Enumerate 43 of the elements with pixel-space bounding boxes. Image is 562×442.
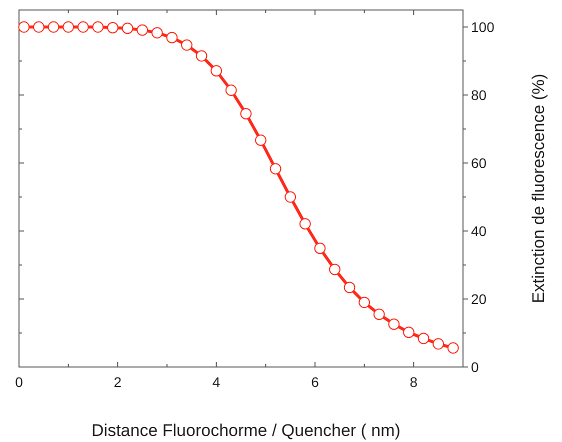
point <box>447 342 459 354</box>
y-tick-label: 60 <box>471 154 487 171</box>
point <box>210 65 222 77</box>
point <box>373 308 385 320</box>
point <box>329 264 340 276</box>
point <box>225 84 237 96</box>
point <box>344 282 356 294</box>
y-axis-title: Extinction de fluorescence (%) <box>529 74 548 304</box>
x-tick-label: 0 <box>15 374 24 390</box>
point <box>62 21 74 33</box>
y-tick-label: 100 <box>471 18 495 35</box>
point <box>314 242 326 254</box>
point <box>240 108 252 120</box>
y-tick-label: 20 <box>471 290 487 307</box>
y-tick-label: 80 <box>471 86 487 103</box>
x-tick-label: 8 <box>410 374 418 390</box>
x-axis-title: Distance Fluorochorme / Quencher ( nm) <box>92 421 400 440</box>
point <box>136 24 148 36</box>
point <box>181 39 192 51</box>
point <box>18 21 30 33</box>
point <box>432 338 444 350</box>
point <box>299 218 311 230</box>
point <box>270 163 282 174</box>
point <box>107 22 118 34</box>
point <box>33 21 44 33</box>
point <box>418 332 430 344</box>
point <box>196 50 208 62</box>
y-tick-label: 40 <box>471 222 487 239</box>
y-tick-label: 0 <box>471 358 479 375</box>
point <box>403 326 414 338</box>
point <box>255 134 266 146</box>
point <box>77 21 89 33</box>
point <box>284 191 296 203</box>
x-tick-label: 6 <box>311 374 320 390</box>
point <box>92 21 104 33</box>
point <box>166 32 178 44</box>
point <box>48 21 60 33</box>
x-tick-label: 2 <box>114 374 122 390</box>
point <box>388 318 400 330</box>
x-tick-label: 4 <box>212 374 220 390</box>
point <box>358 296 370 308</box>
point <box>122 22 134 34</box>
point <box>151 27 163 38</box>
